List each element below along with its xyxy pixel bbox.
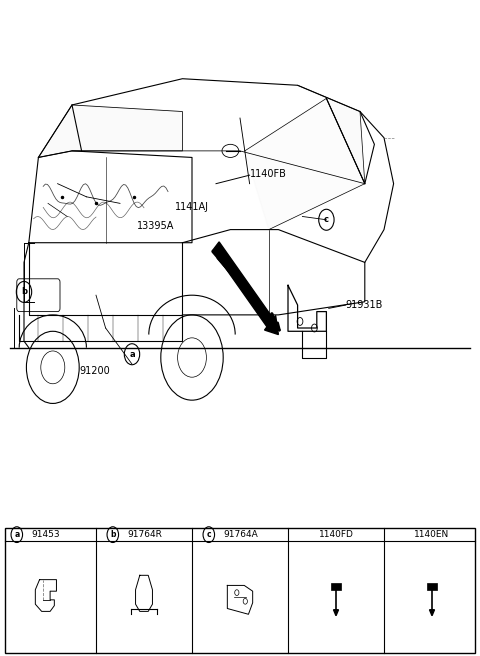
Text: c: c (324, 215, 329, 224)
Text: 1140FB: 1140FB (250, 169, 287, 179)
Text: a: a (14, 530, 19, 539)
Bar (331, 583, 341, 590)
Text: 1141AJ: 1141AJ (175, 201, 209, 212)
Polygon shape (38, 105, 182, 157)
Text: 13395A: 13395A (137, 221, 174, 232)
Text: 1140FD: 1140FD (319, 530, 353, 539)
Text: b: b (21, 287, 27, 297)
Text: 91453: 91453 (31, 530, 60, 539)
Text: c: c (206, 530, 211, 539)
Text: 1140EN: 1140EN (414, 530, 450, 539)
Text: 91764R: 91764R (127, 530, 162, 539)
Text: 91200: 91200 (79, 365, 110, 376)
Text: b: b (110, 530, 116, 539)
Polygon shape (245, 98, 365, 230)
Polygon shape (298, 85, 365, 184)
Text: 91764A: 91764A (223, 530, 258, 539)
FancyArrow shape (213, 242, 278, 335)
Bar (5, 528, 475, 653)
Text: a: a (129, 350, 135, 359)
Polygon shape (334, 610, 338, 616)
Text: 91931B: 91931B (346, 300, 383, 310)
Polygon shape (430, 610, 434, 616)
Bar (427, 583, 437, 590)
